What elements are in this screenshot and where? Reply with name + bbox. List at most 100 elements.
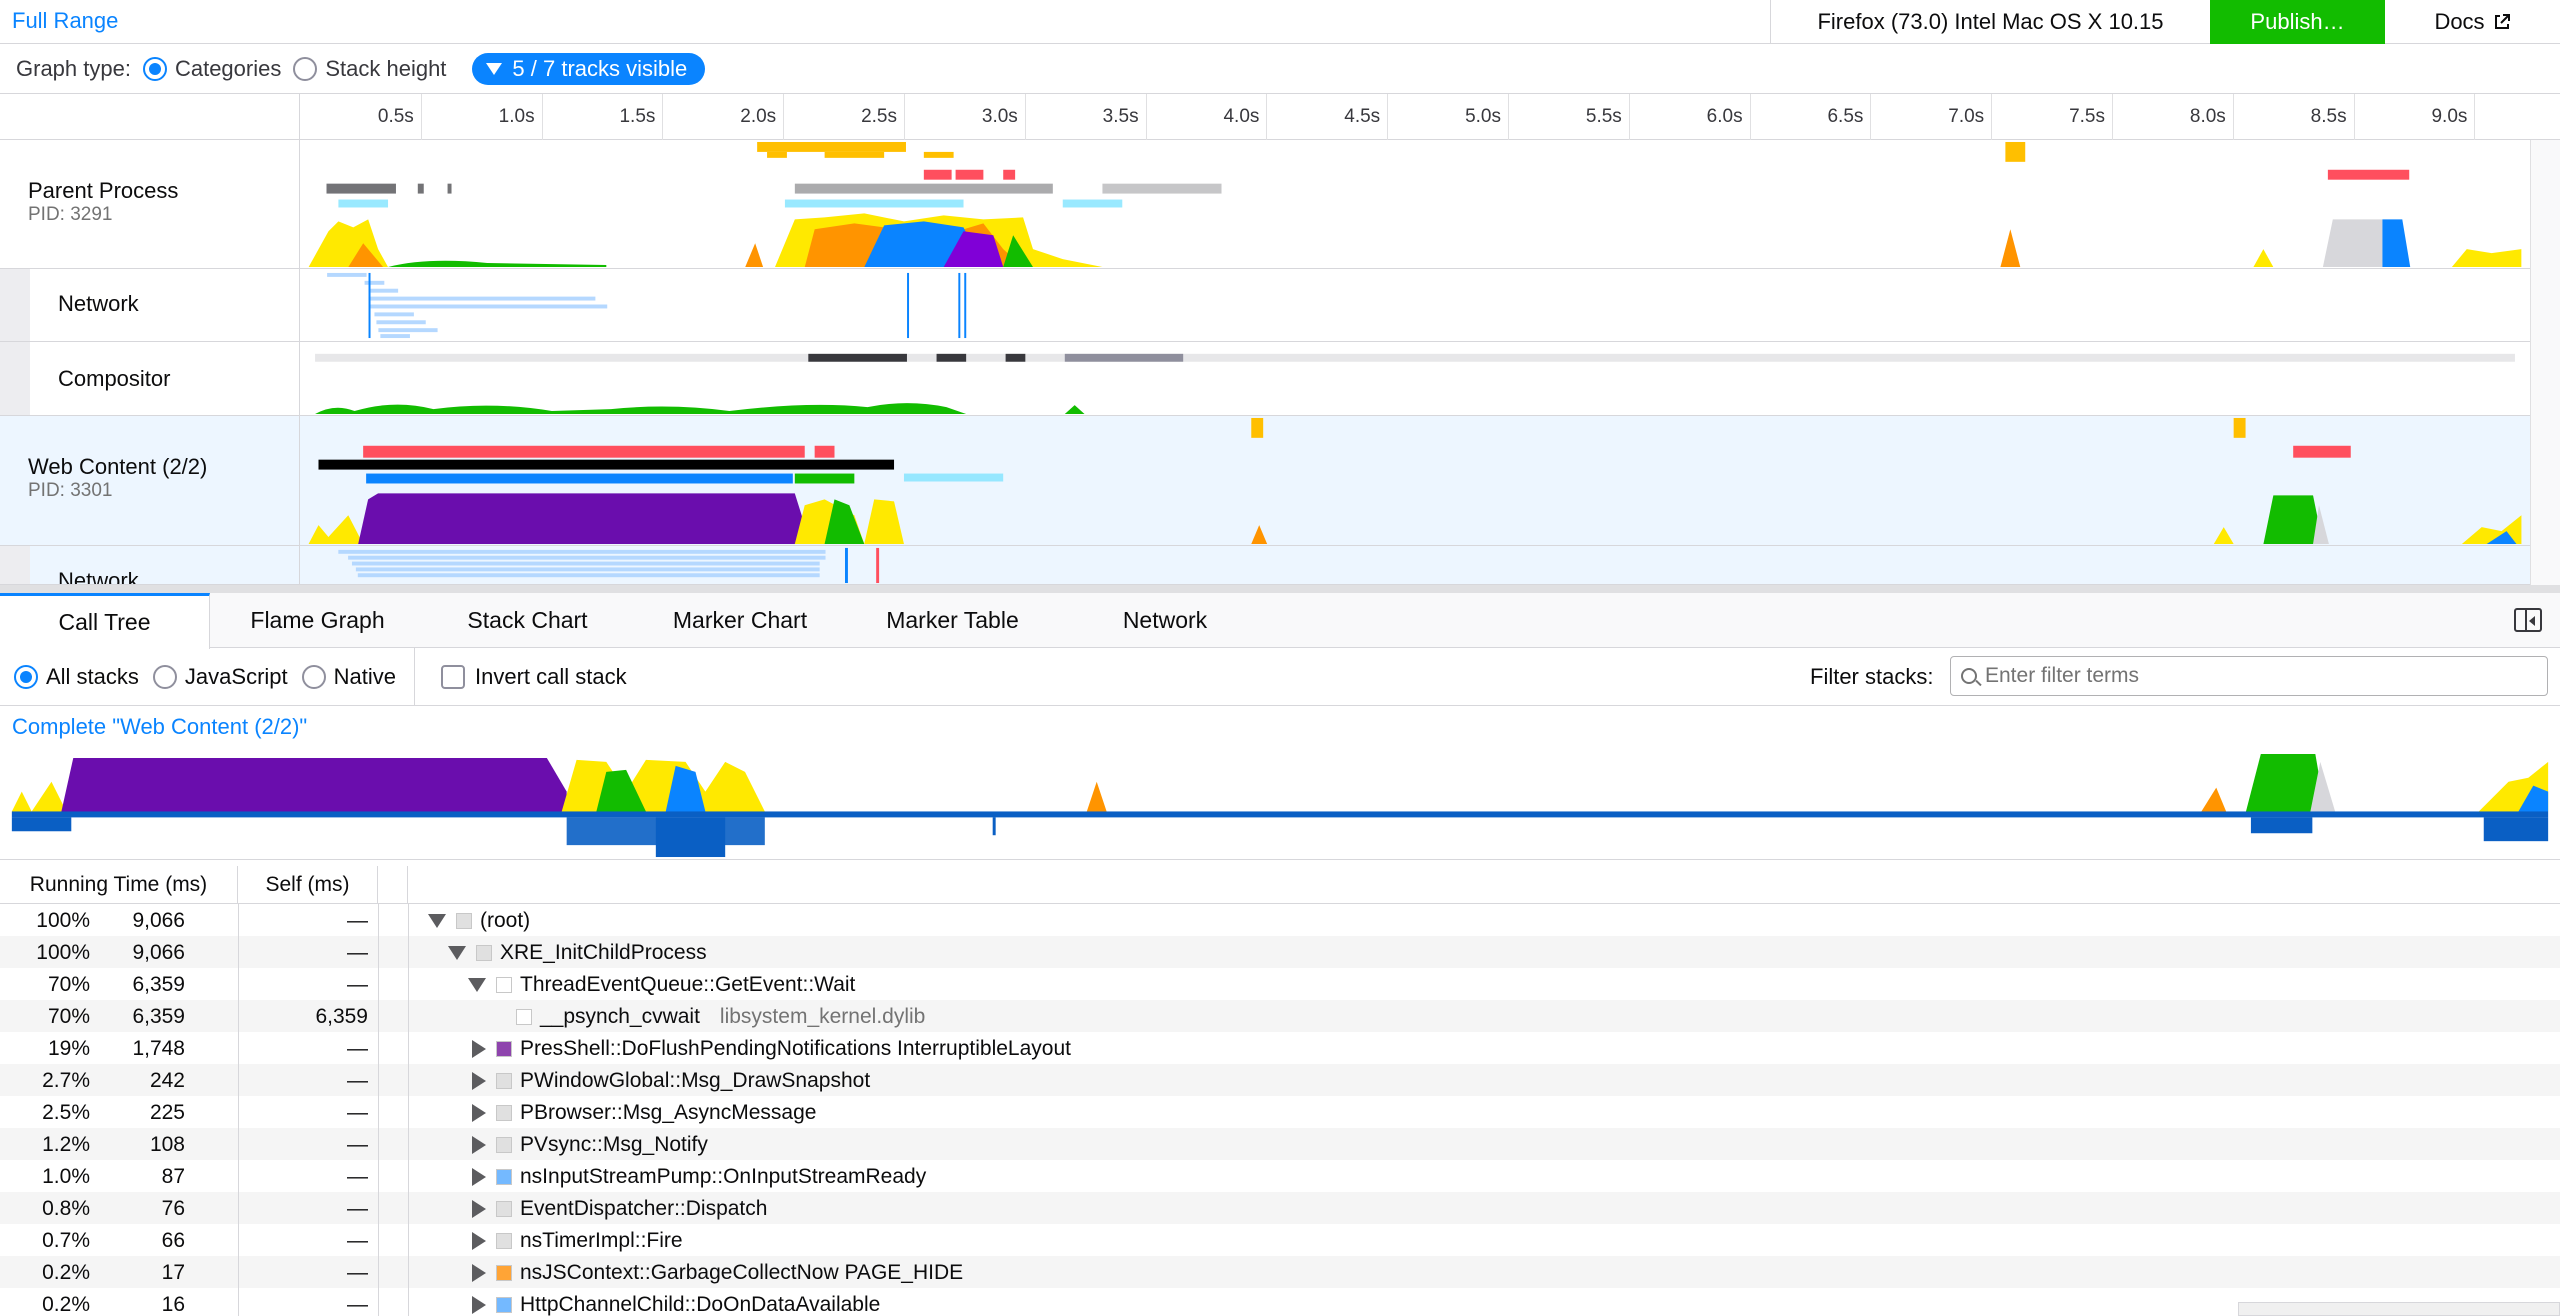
tree-row[interactable]: 70% 6,359 6,359 __psynch_cvwait libsystem_ke…	[0, 1000, 2560, 1032]
tree-row[interactable]: 2.5% 225 — PBrowser::Msg_AsyncMessage	[0, 1096, 2560, 1128]
column-divider	[378, 1128, 379, 1160]
tracks-visible-button[interactable]: 5 / 7 tracks visible	[472, 52, 706, 85]
radio-icon[interactable]	[301, 664, 326, 689]
tree-row[interactable]: 0.8% 76 — EventDispatcher::Dispatch	[0, 1192, 2560, 1224]
tab-network[interactable]: Network	[1122, 607, 1208, 633]
tree-row[interactable]: 70% 6,359 — ThreadEventQueue::GetEvent::Wai…	[0, 968, 2560, 1000]
profile-meta-button[interactable]: Firefox (73.0) Intel Mac OS X 10.15	[1770, 0, 2210, 44]
network-track-graph[interactable]	[300, 269, 2530, 341]
column-divider	[378, 1224, 379, 1256]
tracks-scrollbar[interactable]	[2530, 140, 2560, 585]
track-label[interactable]: Network	[30, 269, 300, 341]
publish-button[interactable]: Publish…	[2210, 0, 2385, 44]
tab-stack-chart[interactable]: Stack Chart	[467, 607, 588, 633]
column-divider	[378, 1288, 379, 1316]
top-bar: Full Range Firefox (73.0) Intel Mac OS X…	[0, 0, 2560, 44]
track-label[interactable]: Compositor	[30, 342, 300, 415]
radio-icon[interactable]	[293, 56, 318, 81]
horizontal-scrollbar[interactable]	[2238, 1302, 2560, 1316]
function-name: XRE_InitChildProcess	[500, 941, 707, 964]
docs-button[interactable]: Docs	[2385, 0, 2560, 44]
tree-row[interactable]: 2.7% 242 — PWindowGlobal::Msg_DrawSnapshot	[0, 1064, 2560, 1096]
tab-marker-table[interactable]: Marker Table	[886, 607, 1019, 633]
compositor-track-graph[interactable]	[300, 342, 2530, 415]
graph-type-categories[interactable]: Categories	[142, 56, 281, 82]
collapsed-triangle-icon[interactable]	[472, 1296, 486, 1314]
track-compositor[interactable]: Compositor	[0, 342, 2530, 416]
collapsed-triangle-icon[interactable]	[472, 1040, 486, 1058]
track-web-content-network[interactable]: Network	[0, 546, 2530, 585]
thread-activity-graph[interactable]	[0, 752, 2560, 860]
tab-flame-graph[interactable]: Flame Graph	[250, 607, 385, 633]
tree-row[interactable]: 0.2% 17 — nsJSContext::GarbageCollectNow PA…	[0, 1256, 2560, 1288]
call-tree-settings: All stacks JavaScript Native Invert call…	[0, 647, 2560, 706]
column-divider	[238, 1256, 239, 1288]
ruler-tick: 8.0s	[2190, 94, 2234, 140]
radio-icon[interactable]	[152, 664, 177, 689]
running-percent: 19%	[47, 1037, 90, 1060]
filter-stacks-input[interactable]: Enter filter terms	[1950, 656, 2548, 696]
collapsed-triangle-icon[interactable]	[472, 1104, 486, 1122]
column-divider	[408, 1128, 409, 1160]
web-content-network-graph[interactable]	[300, 546, 2530, 584]
column-divider	[378, 1064, 379, 1096]
timeline-ruler[interactable]: 0.5s 1.0s 1.5s 2.0s 2.5s 3.0s 3.5s 4.0s 4.5s 5.0s…	[0, 94, 2560, 140]
function-cell: nsJSContext::GarbageCollectNow PAGE_HIDE	[468, 1261, 963, 1285]
tree-row[interactable]: 1.0% 87 — nsInputStreamPump::OnInputStreamR…	[0, 1160, 2560, 1192]
collapsed-triangle-icon[interactable]	[472, 1168, 486, 1186]
running-percent: 1.2%	[42, 1133, 90, 1156]
tree-row[interactable]: 0.2% 16 — HttpChannelChild::DoOnDataAvailab…	[0, 1288, 2560, 1316]
collapsed-triangle-icon[interactable]	[472, 1232, 486, 1250]
expanded-triangle-icon[interactable]	[428, 914, 446, 928]
collapsed-triangle-icon[interactable]	[472, 1136, 486, 1154]
full-range-breadcrumb[interactable]: Full Range	[12, 8, 119, 33]
radio-selected-icon[interactable]	[142, 56, 167, 81]
running-time: 1,748	[132, 1037, 185, 1060]
expanded-triangle-icon[interactable]	[468, 978, 486, 992]
running-time: 242	[149, 1069, 185, 1092]
collapsed-triangle-icon[interactable]	[472, 1200, 486, 1218]
function-name: nsTimerImpl::Fire	[520, 1229, 683, 1252]
thread-breadcrumb[interactable]: Complete "Web Content (2/2)"	[12, 714, 308, 739]
radio-selected-icon[interactable]	[14, 664, 38, 689]
stack-all[interactable]: All stacks	[14, 664, 139, 690]
parent-process-activity-graph[interactable]	[300, 140, 2530, 268]
graph-type-stack-height-label: Stack height	[325, 55, 447, 81]
invert-call-stack[interactable]: Invert call stack	[415, 648, 627, 706]
tab-call-tree[interactable]: Call Tree	[0, 593, 210, 649]
track-parent-network[interactable]: Network	[0, 269, 2530, 342]
panel-splitter[interactable]	[0, 585, 2560, 593]
track-label[interactable]: Parent Process PID: 3291	[0, 140, 300, 268]
tree-row[interactable]: 100% 9,066 — (root)	[0, 904, 2560, 936]
stack-javascript[interactable]: JavaScript	[152, 664, 288, 690]
open-sidebar-icon[interactable]	[2514, 608, 2542, 632]
self-time: —	[347, 1261, 368, 1284]
ruler-tick: 5.0s	[1465, 94, 1509, 140]
graph-type-stack-height[interactable]: Stack height	[293, 56, 446, 82]
running-percent: 0.8%	[42, 1197, 90, 1220]
tab-marker-chart[interactable]: Marker Chart	[672, 607, 808, 633]
function-name: PresShell::DoFlushPendingNotifications I…	[520, 1037, 1071, 1060]
running-time: 108	[149, 1133, 185, 1156]
track-label[interactable]: Network	[30, 546, 300, 584]
ruler-tick: 4.0s	[1223, 94, 1268, 140]
tree-row[interactable]: 100% 9,066 — XRE_InitChildProcess	[0, 936, 2560, 968]
checkbox-icon[interactable]	[441, 664, 465, 689]
track-parent-process[interactable]: Parent Process PID: 3291	[0, 140, 2530, 269]
web-content-activity-graph[interactable]	[300, 416, 2530, 545]
filter-placeholder: Enter filter terms	[1985, 664, 2140, 687]
collapsed-triangle-icon[interactable]	[472, 1072, 486, 1090]
column-divider	[408, 1224, 409, 1256]
call-tree[interactable]: 100% 9,066 — (root) 100% 9,066 — XRE_InitChildP…	[0, 904, 2560, 1316]
tree-row[interactable]: 1.2% 108 — PVsync::Msg_Notify	[0, 1128, 2560, 1160]
stack-native[interactable]: Native	[301, 664, 396, 690]
track-label[interactable]: Web Content (2/2) PID: 3301	[0, 416, 300, 545]
category-swatch-icon	[456, 913, 472, 929]
function-cell: PVsync::Msg_Notify	[468, 1133, 708, 1157]
track-indent	[0, 269, 30, 341]
tree-row[interactable]: 19% 1,748 — PresShell::DoFlushPendingNotifi…	[0, 1032, 2560, 1064]
expanded-triangle-icon[interactable]	[448, 946, 466, 960]
tree-row[interactable]: 0.7% 66 — nsTimerImpl::Fire	[0, 1224, 2560, 1256]
collapsed-triangle-icon[interactable]	[472, 1264, 486, 1282]
track-web-content[interactable]: Web Content (2/2) PID: 3301	[0, 416, 2530, 546]
